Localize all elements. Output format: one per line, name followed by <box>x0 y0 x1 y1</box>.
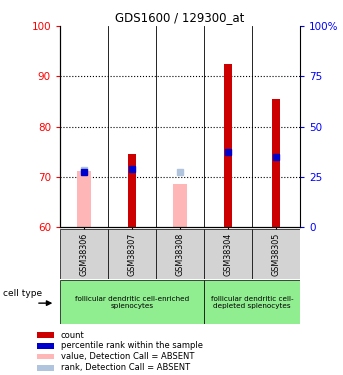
FancyBboxPatch shape <box>252 229 300 279</box>
Text: GSM38308: GSM38308 <box>176 232 185 276</box>
Text: follicular dendritic cell-
depleted splenocytes: follicular dendritic cell- depleted sple… <box>211 296 293 309</box>
FancyBboxPatch shape <box>60 280 204 324</box>
Text: GSM38305: GSM38305 <box>272 232 281 276</box>
FancyBboxPatch shape <box>204 229 252 279</box>
FancyBboxPatch shape <box>156 229 204 279</box>
Text: cell type: cell type <box>3 289 42 298</box>
Text: follicular dendritic cell-enriched
splenocytes: follicular dendritic cell-enriched splen… <box>75 296 189 309</box>
Bar <box>128 154 137 227</box>
Title: GDS1600 / 129300_at: GDS1600 / 129300_at <box>115 11 245 24</box>
Bar <box>37 343 54 349</box>
Bar <box>224 64 233 227</box>
Text: GSM38304: GSM38304 <box>224 232 233 276</box>
FancyBboxPatch shape <box>108 229 156 279</box>
FancyBboxPatch shape <box>204 280 300 324</box>
Text: GSM38306: GSM38306 <box>80 232 88 276</box>
Bar <box>173 184 187 227</box>
Text: count: count <box>61 330 84 339</box>
Bar <box>37 354 54 359</box>
Text: value, Detection Call = ABSENT: value, Detection Call = ABSENT <box>61 352 194 361</box>
Bar <box>37 365 54 370</box>
Bar <box>77 171 91 227</box>
Text: percentile rank within the sample: percentile rank within the sample <box>61 341 202 350</box>
Text: rank, Detection Call = ABSENT: rank, Detection Call = ABSENT <box>61 363 190 372</box>
Text: GSM38307: GSM38307 <box>128 232 137 276</box>
Bar <box>272 99 281 227</box>
Bar <box>37 332 54 338</box>
FancyBboxPatch shape <box>60 229 108 279</box>
